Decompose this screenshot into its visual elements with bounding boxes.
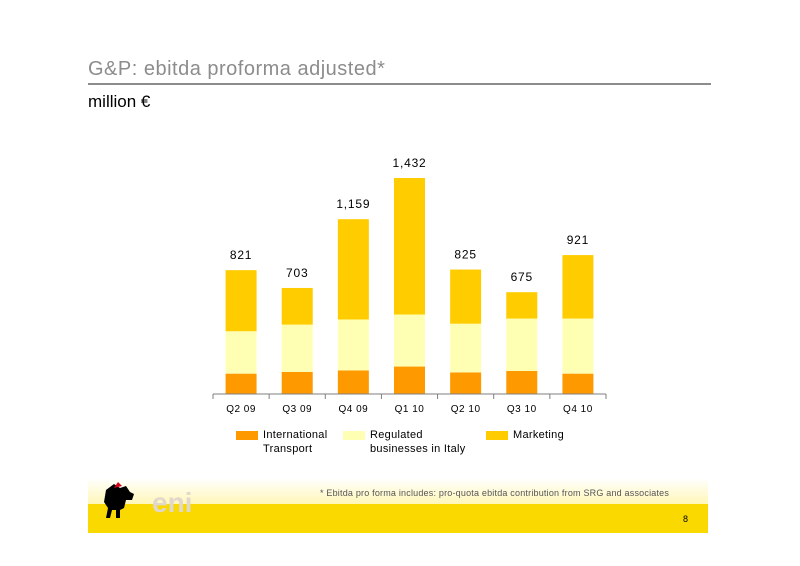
- x-axis-labels: Q2 09 Q3 09 Q4 09 Q1 10 Q2 10 Q3 10 Q4 10: [226, 404, 593, 415]
- footnote: * Ebitda pro forma includes: pro-quota e…: [320, 488, 670, 498]
- legend-label: Marketing: [513, 429, 564, 441]
- bar-segment-international-transport: [562, 373, 594, 394]
- title-divider: [88, 83, 711, 85]
- x-tick-label: Q4 09: [338, 404, 368, 415]
- logo-wordmark: eni: [152, 487, 192, 518]
- stacked-bar-chart: Q2 09 Q3 09 Q4 09 Q1 10 Q2 10 Q3 10 Q4 10 821 7…: [212, 156, 607, 415]
- bar-segment-marketing: [394, 178, 425, 315]
- bar-segment-marketing: [337, 219, 369, 320]
- eni-logo: eni: [104, 482, 192, 518]
- bar-segment-international-transport: [225, 373, 257, 394]
- total-value-label: 821: [230, 248, 252, 262]
- bar-segment-international-transport: [394, 366, 425, 394]
- bar-segment-regulated: [281, 324, 313, 372]
- x-tick-label: Q2 10: [451, 404, 481, 415]
- bar-segment-regulated: [450, 323, 482, 373]
- bar-segment-marketing: [450, 269, 482, 324]
- total-value-label: 825: [454, 248, 476, 262]
- legend-label: International Transport: [263, 429, 328, 455]
- bar-segment-regulated: [394, 314, 425, 367]
- page-number: 8: [683, 514, 689, 524]
- unit-subtitle: million €: [88, 92, 151, 111]
- x-tick-label: Q1 10: [395, 404, 425, 415]
- footer-band: [88, 504, 708, 533]
- bar-segment-marketing: [506, 292, 538, 319]
- x-tick-label: Q2 09: [226, 404, 256, 415]
- yellow-swatch-icon: [486, 431, 508, 440]
- x-axis-ticks: [212, 394, 607, 399]
- x-tick-label: Q4 10: [563, 404, 593, 415]
- x-tick-label: Q3 10: [507, 404, 537, 415]
- total-labels: 821 703 1,159 1,432 825 675 921: [230, 156, 589, 284]
- pale-yellow-swatch-icon: [343, 431, 365, 440]
- total-value-label: 1,159: [336, 197, 370, 211]
- legend-label: Regulated businesses in Italy: [370, 429, 466, 455]
- bar-segment-international-transport: [337, 370, 369, 394]
- bar-segment-marketing: [281, 287, 313, 325]
- bar-segment-international-transport: [506, 370, 538, 394]
- bar-segment-regulated: [506, 318, 538, 371]
- total-value-label: 921: [567, 233, 589, 247]
- bar-segment-regulated: [225, 331, 257, 374]
- bar-segment-marketing: [562, 255, 594, 319]
- total-value-label: 1,432: [392, 156, 426, 170]
- orange-swatch-icon: [236, 431, 258, 440]
- bar-segment-international-transport: [281, 371, 313, 394]
- x-tick-label: Q3 09: [282, 404, 312, 415]
- bars-group: [225, 178, 594, 394]
- bar-segment-regulated: [337, 319, 369, 371]
- total-value-label: 675: [511, 270, 533, 284]
- footer-gradient: [88, 478, 708, 504]
- page-title: G&P: ebitda proforma adjusted*: [88, 58, 386, 80]
- six-legged-dog-logo-icon: [104, 482, 134, 518]
- bar-segment-regulated: [562, 318, 594, 374]
- bar-segment-marketing: [225, 270, 257, 332]
- total-value-label: 703: [286, 266, 308, 280]
- bar-segment-international-transport: [450, 372, 482, 394]
